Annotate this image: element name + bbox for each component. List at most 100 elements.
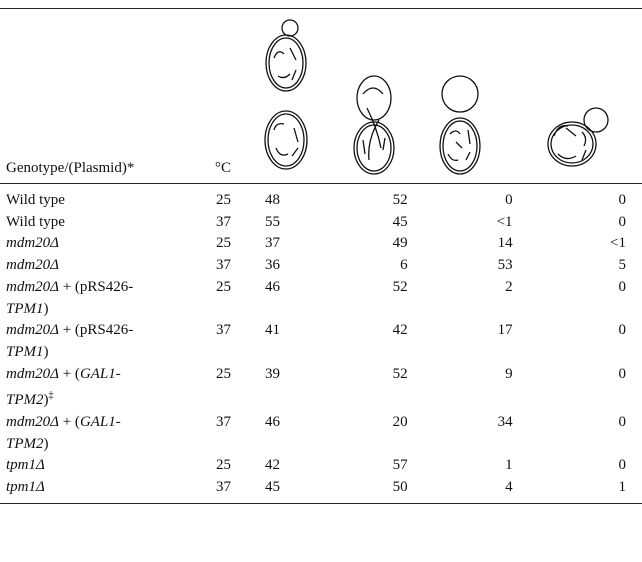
data-row: mdm20Δ 25 37 49 14 <1 (0, 233, 642, 255)
temperature-cell: 25 (216, 192, 231, 208)
temperature-cell: 37 (216, 414, 231, 431)
genotype-text: ) (43, 343, 49, 360)
data-row: mdm20Δ + (pRS426- TPM1) 37 41 42 17 0 (0, 320, 642, 363)
percentage-cell: 6 (400, 257, 408, 274)
genotype-text: mdm20Δ (6, 322, 59, 339)
data-row: mdm20Δ + (GAL1- TPM2) 37 46 20 34 0 (0, 412, 642, 455)
cell-icon (512, 8, 642, 184)
percentage-cell: 34 (497, 414, 513, 431)
percentage-cell: 14 (497, 235, 513, 252)
genotype-text: TPM1 (6, 343, 44, 360)
data-row: Wild type 37 55 45 <1 0 (0, 212, 642, 234)
data-row: tpm1Δ 25 42 57 1 0 (0, 455, 642, 477)
data-row: mdm20Δ + (pRS426- TPM1) 25 46 52 2 0 (0, 277, 642, 320)
genotype-header: Genotype/(Plasmid)* (0, 8, 210, 184)
abnormal-budded-icon (547, 107, 609, 167)
genotype-text: ) (43, 300, 49, 317)
percentage-cell: 48 (265, 192, 280, 208)
cell-icon (341, 8, 408, 184)
percentage-cell: 17 (497, 322, 513, 339)
genotype-text: + ( (58, 414, 80, 431)
table-body: Wild type 25 48 52 0 0 Wild type 37 55 45 <1 0 mdm20… (0, 184, 642, 504)
temperature-cell: 25 (216, 278, 231, 295)
genotype-cell: tpm1Δ (0, 455, 210, 477)
percentage-cell: 2 (505, 278, 513, 295)
temperature-cell: 37 (216, 322, 231, 339)
percentage-cell: 9 (505, 365, 513, 382)
genotype-cell: mdm20Δ + (pRS426- TPM1) (0, 277, 210, 320)
genotype-text: mdm20Δ (6, 414, 59, 431)
percentage-cell: 20 (392, 414, 408, 431)
percentage-cell: 36 (265, 257, 280, 274)
genotype-text: TPM2 (6, 392, 44, 409)
percentage-cell: 41 (265, 322, 280, 339)
percentage-cell: <1 (496, 213, 513, 230)
cell-icon (231, 8, 342, 184)
percentage-cell: 0 (618, 457, 627, 474)
percentage-cell: 57 (392, 457, 408, 474)
genotype-cell: mdm20Δ + (GAL1- TPM2)‡ (0, 364, 210, 412)
genotype-text: + (pRS426- (58, 278, 134, 295)
percentage-cell: 45 (265, 479, 280, 496)
temperature-cell: 25 (216, 235, 231, 252)
percentage-cell: 0 (618, 192, 627, 208)
genotype-text: + (pRS426- (58, 322, 134, 339)
percentage-cell: 4 (505, 479, 513, 496)
percentage-cell: 0 (618, 213, 627, 230)
percentage-cell: 37 (265, 235, 280, 252)
percentage-cell: 55 (265, 213, 280, 230)
percentage-cell: 52 (392, 278, 408, 295)
percentage-cell: 53 (497, 257, 513, 274)
percentage-cell: 42 (392, 322, 408, 339)
cell-icon (407, 8, 513, 184)
temperature-cell: 25 (216, 457, 231, 474)
data-row: mdm20Δ + (GAL1- TPM2)‡ 25 39 52 9 0 (0, 364, 642, 412)
genotype-text: mdm20Δ (6, 257, 59, 274)
data-row: Wild type 25 48 52 0 0 (0, 184, 642, 212)
genotype-cell: mdm20Δ (0, 233, 210, 255)
percentage-cell: 42 (265, 457, 280, 474)
percentage-cell: 0 (505, 192, 513, 208)
genotype-text: GAL1- (79, 414, 121, 431)
genotype-text: Wild type (6, 192, 65, 208)
percentage-cell: 46 (265, 414, 280, 431)
percentage-cell: 0 (618, 414, 627, 431)
percentage-cell: 50 (392, 479, 408, 496)
genotype-text: ‡ (48, 390, 54, 402)
genotype-cell: mdm20Δ + (pRS426- TPM1) (0, 320, 210, 363)
large-budded-icon (353, 75, 396, 175)
header-row: Genotype/(Plasmid)* °C (0, 8, 642, 184)
percentage-cell: <1 (610, 235, 626, 252)
genotype-cell: Wild type (0, 212, 210, 234)
percentage-cell: 46 (265, 278, 280, 295)
genotype-text: TPM1 (6, 300, 44, 317)
genotype-text: Wild type (6, 213, 65, 230)
temperature-cell: 37 (216, 213, 231, 230)
temperature-cell: 25 (216, 365, 231, 382)
percentage-cell: 52 (392, 365, 408, 382)
unbudded-pair-icon (264, 19, 308, 170)
genotype-cell: mdm20Δ + (GAL1- TPM2) (0, 412, 210, 455)
data-row: tpm1Δ 37 45 50 4 1 (0, 477, 642, 503)
genotype-text: mdm20Δ (6, 278, 59, 295)
percentage-cell: 0 (618, 365, 627, 382)
percentage-cell: 1 (505, 457, 513, 474)
genotype-text: TPM2 (6, 435, 44, 452)
genotype-text: GAL1- (79, 365, 121, 382)
results-table: Genotype/(Plasmid)* °C (0, 8, 642, 504)
percentage-cell: 5 (618, 257, 627, 274)
small-budded-icon (439, 75, 481, 175)
temperature-cell: 37 (216, 257, 231, 274)
data-row: mdm20Δ 37 36 6 53 5 (0, 255, 642, 277)
percentage-cell: 52 (392, 192, 408, 208)
percentage-cell: 39 (265, 365, 280, 382)
percentage-cell: 0 (618, 278, 627, 295)
genotype-text: tpm1Δ (6, 479, 45, 496)
percentage-cell: 1 (618, 479, 627, 496)
genotype-text: mdm20Δ (6, 235, 59, 252)
genotype-cell: Wild type (0, 184, 210, 212)
temperature-cell: 37 (216, 479, 231, 496)
percentage-cell: 0 (618, 322, 627, 339)
percentage-cell: 45 (392, 213, 408, 230)
